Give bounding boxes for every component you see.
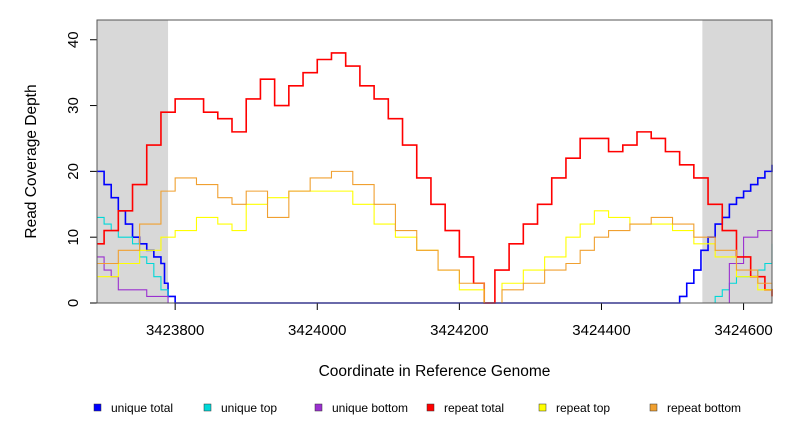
x-tick-label: 3423800 — [146, 322, 204, 339]
legend-swatch — [314, 403, 323, 412]
series-line-repeat-total — [97, 52, 773, 304]
series-line-unique-bottom — [97, 230, 772, 304]
x-axis-title: Coordinate in Reference Genome — [319, 363, 551, 380]
shaded-region-1 — [702, 20, 772, 303]
series-line-repeat-top — [97, 190, 773, 304]
x-tick-label: 3424400 — [572, 322, 630, 339]
legend-item-repeat-bottom: repeat bottom — [649, 401, 741, 415]
y-tick-label: 40 — [65, 31, 82, 48]
legend-label: repeat top — [556, 401, 610, 415]
y-tick-label: 20 — [65, 163, 82, 180]
y-tick-label: 10 — [65, 229, 82, 246]
series-line-repeat-bottom — [97, 170, 773, 304]
x-tick-label: 3424600 — [714, 322, 772, 339]
coverage-series — [97, 52, 773, 304]
legend-swatch — [649, 403, 658, 412]
legend-label: repeat total — [444, 401, 504, 415]
plot-frame — [96, 19, 773, 304]
legend-swatch — [538, 403, 547, 412]
legend-label: unique top — [221, 401, 277, 415]
legend-item-repeat-total: repeat total — [426, 401, 504, 415]
y-tick-label: 30 — [65, 97, 82, 114]
series-line-unique-top — [97, 216, 773, 304]
legend: unique total unique top unique bottom repea… — [93, 401, 741, 415]
series-line-unique-total — [97, 164, 773, 304]
legend-item-unique-total: unique total — [93, 401, 173, 415]
legend-item-unique-bottom: unique bottom — [314, 401, 408, 415]
x-tick-label: 3424000 — [288, 322, 346, 339]
shaded-region-0 — [97, 20, 169, 303]
legend-item-repeat-top: repeat top — [538, 401, 610, 415]
legend-swatch — [93, 403, 102, 412]
legend-swatch — [203, 403, 212, 412]
legend-label: unique bottom — [332, 401, 408, 415]
y-tick-label: 0 — [65, 299, 82, 307]
excluded-region-shading — [97, 20, 772, 303]
y-axis: 0 10 20 30 40 — [65, 31, 97, 307]
x-tick-label: 3424200 — [430, 322, 488, 339]
x-axis: 3423800 3424000 3424200 3424400 3424600 — [146, 303, 773, 339]
y-axis-title: Read Coverage Depth — [23, 84, 40, 238]
legend-swatch — [426, 403, 435, 412]
legend-label: repeat bottom — [667, 401, 741, 415]
legend-label: unique total — [111, 401, 173, 415]
legend-item-unique-top: unique top — [203, 401, 277, 415]
